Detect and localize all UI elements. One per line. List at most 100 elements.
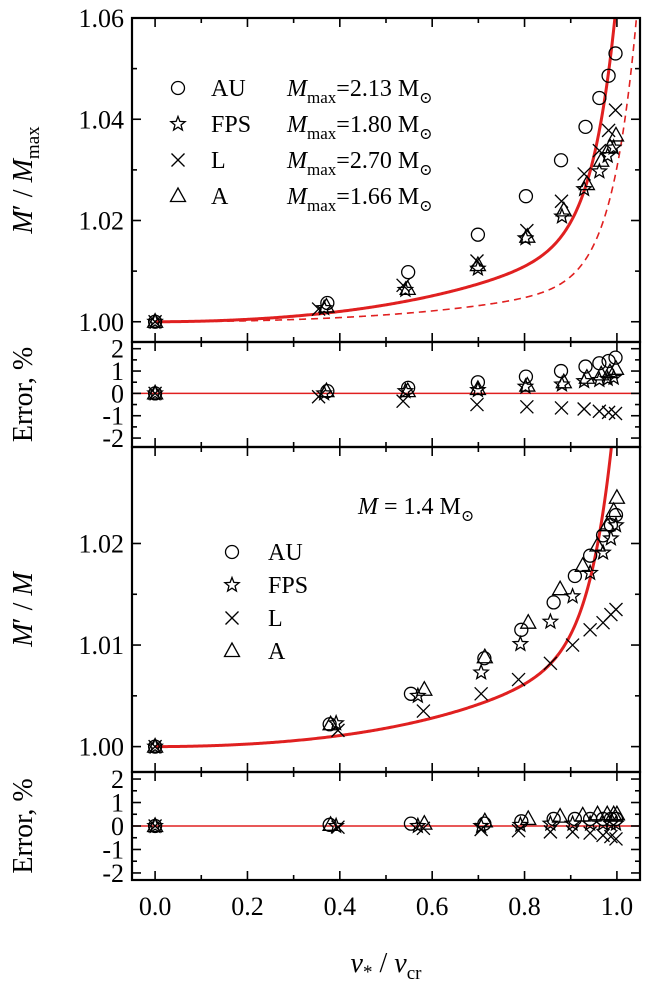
x-label-sub-star: * bbox=[363, 962, 373, 983]
legend-sun-symbol: ⊙ bbox=[419, 90, 432, 107]
point-AU-bottom-error bbox=[567, 811, 583, 827]
point-A-top-error bbox=[518, 376, 536, 392]
point-A-bottom-main bbox=[415, 680, 433, 696]
y-axis-label-part: ′ / bbox=[8, 596, 39, 624]
point-A-top-error bbox=[146, 384, 164, 400]
point-L-bottom-error-stroke-b bbox=[416, 821, 431, 836]
point-A-bottom-main bbox=[608, 488, 626, 504]
point-L-top-main-stroke-b bbox=[148, 314, 163, 329]
point-L-bottom-error bbox=[603, 829, 618, 844]
point-L-bottom-main bbox=[565, 638, 580, 653]
y-tick-label-bottom-main: 1.02 bbox=[79, 529, 125, 558]
point-FPS-bottom-main bbox=[602, 529, 620, 546]
point-L-top-main bbox=[608, 103, 623, 118]
point-L-bottom-main-stroke-b bbox=[148, 739, 163, 754]
legend-label-AU: AU bbox=[211, 76, 246, 102]
y-axis-label-part: M bbox=[8, 622, 39, 648]
point-L-bottom-error-stroke-b bbox=[565, 824, 580, 839]
point-AU-top-main bbox=[518, 189, 534, 204]
y-tick-label-bottom-error: 2 bbox=[111, 765, 124, 794]
legend-mass-sub: max bbox=[307, 124, 337, 143]
y-tick-label-bottom-main: 1.00 bbox=[79, 733, 125, 762]
point-FPS-bottom-error bbox=[146, 816, 164, 834]
legend-marker-L-stroke-b bbox=[225, 611, 239, 625]
point-L-bottom-error-stroke-b bbox=[511, 823, 526, 838]
x-tick-label: 0.8 bbox=[508, 892, 541, 921]
y-tick-label-bottom-main: 1.01 bbox=[79, 631, 125, 660]
x-tick-label: 0.2 bbox=[231, 892, 264, 921]
point-AU-top-main bbox=[401, 264, 416, 280]
point-L-bottom-error-stroke-b bbox=[148, 819, 163, 833]
legend-marker-AU bbox=[170, 80, 186, 96]
point-L-bottom-error bbox=[609, 831, 623, 846]
point-L-top-main-stroke-b bbox=[608, 103, 623, 118]
point-L-top-error-stroke-b bbox=[608, 406, 623, 421]
y-axis-label-bottom-error: Error, % bbox=[8, 778, 39, 873]
point-FPS-bottom-main bbox=[511, 634, 530, 652]
x-axis-label: ν* / νcr bbox=[351, 948, 423, 984]
markers-layer bbox=[146, 46, 626, 846]
point-FPS-bottom-error bbox=[541, 814, 560, 832]
point-A-top-main bbox=[518, 227, 536, 243]
point-A-bottom-main bbox=[321, 714, 340, 731]
point-A-bottom-error bbox=[551, 807, 569, 823]
point-AU-top-error bbox=[518, 369, 534, 384]
point-L-bottom-main-stroke-b bbox=[565, 638, 580, 653]
point-L-bottom-error-stroke-b bbox=[331, 820, 345, 835]
point-FPS-bottom-main bbox=[563, 586, 582, 604]
legend-mass-value: =2.13 M bbox=[336, 76, 419, 102]
point-L-top-error-stroke-b bbox=[470, 397, 484, 412]
x-label-sep: / bbox=[372, 948, 394, 979]
point-A-top-error bbox=[399, 381, 417, 398]
point-FPS-top-main bbox=[469, 259, 487, 277]
x-tick-label: 0.0 bbox=[139, 892, 172, 921]
legend-sun-symbol: ⊙ bbox=[419, 198, 432, 215]
point-A-top-main bbox=[317, 297, 336, 313]
point-L-top-main bbox=[470, 254, 484, 268]
model-curve-solid-top-main bbox=[155, 18, 617, 324]
point-AU-top-main bbox=[470, 227, 486, 242]
point-A-bottom-main bbox=[588, 536, 607, 552]
legend-label-A: A bbox=[211, 184, 229, 210]
point-A-bottom-main bbox=[598, 515, 616, 532]
point-L-top-error bbox=[470, 397, 484, 412]
point-AU-bottom-main bbox=[567, 568, 583, 584]
y-tick-label-bottom-error: -2 bbox=[102, 859, 124, 888]
point-FPS-bottom-error bbox=[594, 814, 612, 832]
point-AU-top-error bbox=[592, 356, 607, 371]
point-L-bottom-error bbox=[543, 824, 558, 839]
point-AU-bottom-main bbox=[546, 595, 561, 610]
legend-mass-symbol: M bbox=[286, 112, 309, 138]
legend-sun-symbol: ⊙ bbox=[419, 126, 432, 143]
legend-mass-AU: Mmax=2.13 M⊙ bbox=[286, 76, 433, 107]
point-L-top-main bbox=[601, 123, 616, 138]
point-A-bottom-main bbox=[146, 737, 164, 753]
legend-marker-FPS bbox=[169, 114, 187, 132]
point-L-top-main-stroke-b bbox=[577, 166, 592, 181]
point-L-top-error-stroke-b bbox=[601, 405, 616, 420]
legend-mass-symbol: M bbox=[286, 148, 309, 174]
legend-mass-A: Mmax=1.66 M⊙ bbox=[286, 184, 433, 215]
point-FPS-bottom-main bbox=[409, 686, 427, 704]
y-tick-label-top-error: 0 bbox=[111, 379, 124, 408]
point-L-top-error bbox=[608, 406, 623, 421]
point-A-top-error bbox=[555, 372, 573, 389]
point-A-bottom-main bbox=[605, 501, 623, 518]
point-FPS-bottom-error bbox=[602, 814, 620, 832]
point-A-top-main bbox=[601, 137, 619, 154]
point-AU-top-main bbox=[601, 68, 616, 83]
point-A-bottom-main bbox=[551, 579, 569, 596]
point-L-bottom-error-stroke-b bbox=[596, 828, 611, 843]
point-L-bottom-error-stroke-b bbox=[609, 831, 623, 846]
point-FPS-bottom-main bbox=[146, 737, 164, 755]
point-AU-top-main bbox=[553, 153, 569, 168]
point-L-top-error-stroke-b bbox=[148, 386, 163, 401]
legend-label-AU: AU bbox=[268, 540, 303, 566]
point-FPS-top-main bbox=[146, 312, 164, 330]
y-axis-label-part: M bbox=[8, 157, 39, 183]
point-A-top-error bbox=[317, 381, 336, 398]
point-A-top-main bbox=[555, 201, 573, 217]
point-AU-bottom-main bbox=[514, 622, 529, 637]
point-A-bottom-error bbox=[588, 804, 607, 821]
